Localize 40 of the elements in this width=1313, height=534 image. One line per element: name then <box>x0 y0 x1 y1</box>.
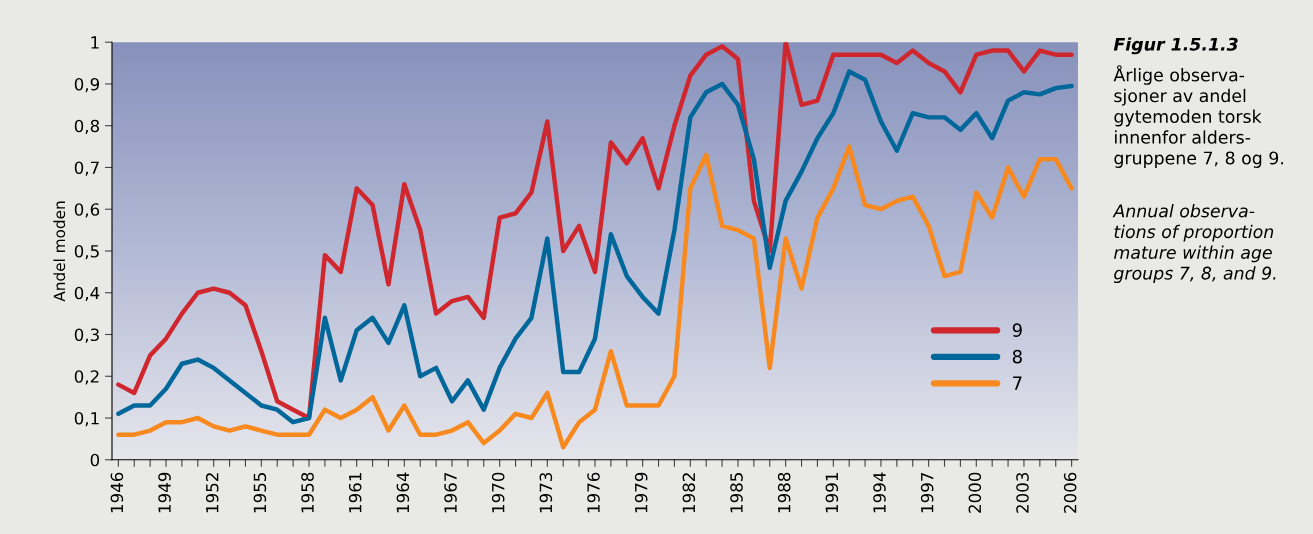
x-tick-label: 1997 <box>920 473 934 513</box>
x-tick-label: 1964 <box>396 472 410 513</box>
y-tick-label: 0,3 <box>74 328 99 343</box>
x-tick-label: 2006 <box>1063 472 1077 513</box>
x-tick-label: 1958 <box>301 472 314 513</box>
x-tick-label: 1982 <box>682 473 696 513</box>
x-tick-label: 1961 <box>348 473 362 513</box>
y-tick-label: 0,4 <box>74 286 100 302</box>
y-tick-label: 0 <box>90 453 100 467</box>
x-tick-label: 2000 <box>968 472 982 513</box>
text: Årlige observa- sjoner av andel gytemoden torsk innenfor alders- gruppene 7, 8 og 9. <box>1113 65 1284 168</box>
legend-label: 7 <box>1013 376 1022 390</box>
x-tick-label: 1985 <box>730 473 743 513</box>
x-tick-label: 1970 <box>491 472 505 513</box>
x-tick-label: 1994 <box>873 472 886 513</box>
text: Figur 1.5.1.3 <box>1113 37 1238 55</box>
y-tick-label: 0,6 <box>74 203 100 218</box>
y-tick-label: 0,9 <box>74 77 100 93</box>
y-tick-label: 0,1 <box>74 411 99 427</box>
x-tick-label: 1967 <box>444 473 457 513</box>
x-tick-label: 1955 <box>253 473 267 513</box>
line-series <box>116 144 1074 450</box>
y-tick-label: 1 <box>91 36 99 49</box>
text: Annual observa- tions of proportion mature within age groups 7, 8, and 9. <box>1112 203 1276 284</box>
x-tick-label: 1991 <box>825 473 839 513</box>
x-tick-label: 1973 <box>539 472 553 513</box>
x-tick-label: 1946 <box>110 472 124 513</box>
x-tick-label: 1949 <box>158 472 171 513</box>
legend-label: 8 <box>1012 349 1022 364</box>
y-tick-label: 0,5 <box>74 244 99 260</box>
legend-label: 9 <box>1012 323 1022 337</box>
y-tick-label: 0,8 <box>74 119 100 134</box>
y-tick-label: 0,2 <box>74 370 99 385</box>
x-tick-label: 1952 <box>205 473 219 513</box>
y-axis-title: Andel moden <box>53 201 66 302</box>
y-tick-label: 0,7 <box>74 161 99 176</box>
x-tick-label: 1976 <box>587 472 600 513</box>
x-tick-label: 1979 <box>634 472 648 513</box>
x-tick-label: 1988 <box>777 472 791 513</box>
x-tick-label: 2003 <box>1016 472 1029 513</box>
